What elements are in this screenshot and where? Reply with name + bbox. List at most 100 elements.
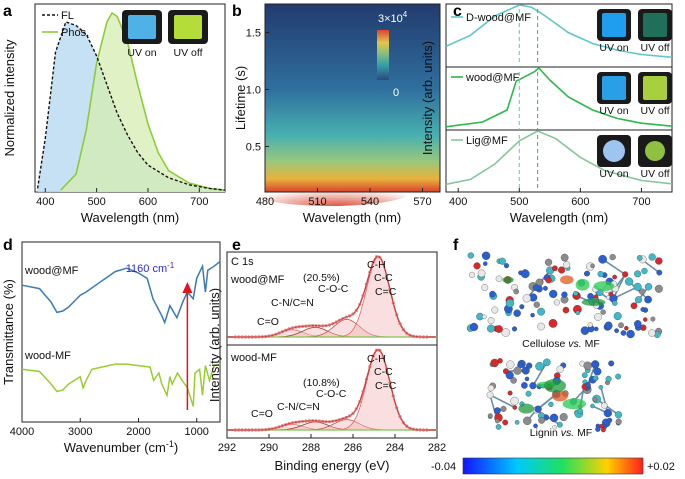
atom <box>473 262 481 270</box>
atom <box>562 306 570 314</box>
atom <box>526 362 533 369</box>
x-d-tick-label: 2000 <box>126 426 150 438</box>
data-point <box>344 315 348 319</box>
data-point <box>344 415 348 420</box>
atom <box>624 326 629 331</box>
atom <box>634 270 642 278</box>
data-point <box>371 260 375 264</box>
data-point <box>418 335 422 339</box>
atom <box>495 424 502 430</box>
atom <box>500 405 507 412</box>
atom <box>535 361 544 371</box>
y-b-tick-label: 0.5 <box>246 141 261 153</box>
data-point <box>354 407 358 411</box>
data-point <box>334 320 338 324</box>
molecule-lignin-mf <box>486 358 623 433</box>
data-point <box>274 426 278 430</box>
atom <box>487 384 495 392</box>
atom <box>532 284 540 291</box>
x-e-tick-label: 284 <box>386 442 404 454</box>
interaction-isosurface <box>593 281 615 291</box>
atom <box>601 402 608 409</box>
peak-label-coc-2: C-O-C <box>316 388 347 400</box>
sample-wood-uv-off <box>643 76 667 100</box>
ticks-b: 480 510 540 570 0.5 1.0 1.5 <box>246 27 432 208</box>
x-e-tick-label: 282 <box>428 442 446 454</box>
atom <box>537 307 546 316</box>
data-point <box>354 308 358 313</box>
x-ticks-a: 400 500 600 700 <box>36 188 209 208</box>
inset-label-uv-on-a: UV on <box>127 47 156 59</box>
inset-label-c2-uv-off: UV off <box>641 105 670 117</box>
data-point <box>287 327 291 331</box>
data-point <box>243 428 248 432</box>
atom <box>558 266 566 274</box>
interaction-isosurface <box>518 403 535 414</box>
data-point <box>264 427 268 432</box>
atom <box>487 324 495 333</box>
atom <box>533 301 540 308</box>
data-point <box>405 424 409 428</box>
data-point <box>408 333 412 337</box>
annotation-arrow-d <box>182 282 193 410</box>
atom <box>543 285 548 291</box>
atom <box>622 271 629 278</box>
atom <box>640 307 646 312</box>
data-point <box>374 255 379 259</box>
atom <box>534 405 542 413</box>
caption-cellulose: Cellulose vs. MF <box>522 338 600 350</box>
panel-e: 292 290 288 286 284 282 C 1s wood@MF wood-MF … <box>207 251 446 473</box>
data-point <box>425 335 429 339</box>
atom <box>514 420 520 425</box>
colorbar-max-b: 3×104 <box>378 10 408 25</box>
atom <box>522 294 531 303</box>
data-point <box>237 428 241 432</box>
sample-dwood-uv-off <box>643 13 667 37</box>
data-point <box>411 427 416 431</box>
atom <box>530 313 535 318</box>
atom <box>648 253 656 261</box>
atom <box>608 360 615 367</box>
data-point <box>388 287 392 291</box>
data-point <box>321 419 325 424</box>
data-point <box>233 335 237 339</box>
atom <box>600 309 606 315</box>
atom <box>487 317 495 324</box>
data-point <box>421 335 426 339</box>
data-point <box>378 255 382 259</box>
data-point <box>257 428 261 432</box>
atom <box>552 425 557 430</box>
y-axis-label-c: Intensity (arb. units) <box>420 41 435 155</box>
data-point <box>411 334 416 338</box>
atom <box>612 274 617 280</box>
inset-label-c1-uv-on: UV on <box>599 42 628 54</box>
atom <box>584 270 590 277</box>
plot-area-d <box>21 260 221 407</box>
y-axis-label-b: Lifetime (s) <box>233 66 248 130</box>
y-b-tick-label: 1.0 <box>246 84 261 96</box>
x-a-tick-label: 500 <box>87 196 105 208</box>
atom <box>506 360 515 369</box>
x-e-tick-label: 286 <box>344 442 362 454</box>
legend-label-dwood: D-wood@MF <box>466 12 531 24</box>
bond <box>489 394 516 409</box>
data-point <box>381 262 385 266</box>
data-point <box>277 425 281 429</box>
data-point <box>388 380 392 384</box>
percent-label-1: (20.5%) <box>303 272 340 284</box>
atom <box>482 314 487 320</box>
atom <box>591 360 600 369</box>
peak-label-cdc-1: C=C <box>375 286 397 298</box>
atom <box>598 384 604 390</box>
data-point <box>301 419 305 424</box>
atom <box>548 401 554 407</box>
data-point <box>368 365 372 369</box>
atom <box>498 257 506 265</box>
atom <box>615 373 622 380</box>
series-label-wood-mf-d: wood@MF <box>24 265 79 277</box>
panel-c: 400 500 600 700 Wavelength (nm) Intensity (… <box>420 3 673 225</box>
data-point <box>267 334 271 338</box>
atom <box>481 251 491 260</box>
data-point <box>378 348 382 353</box>
